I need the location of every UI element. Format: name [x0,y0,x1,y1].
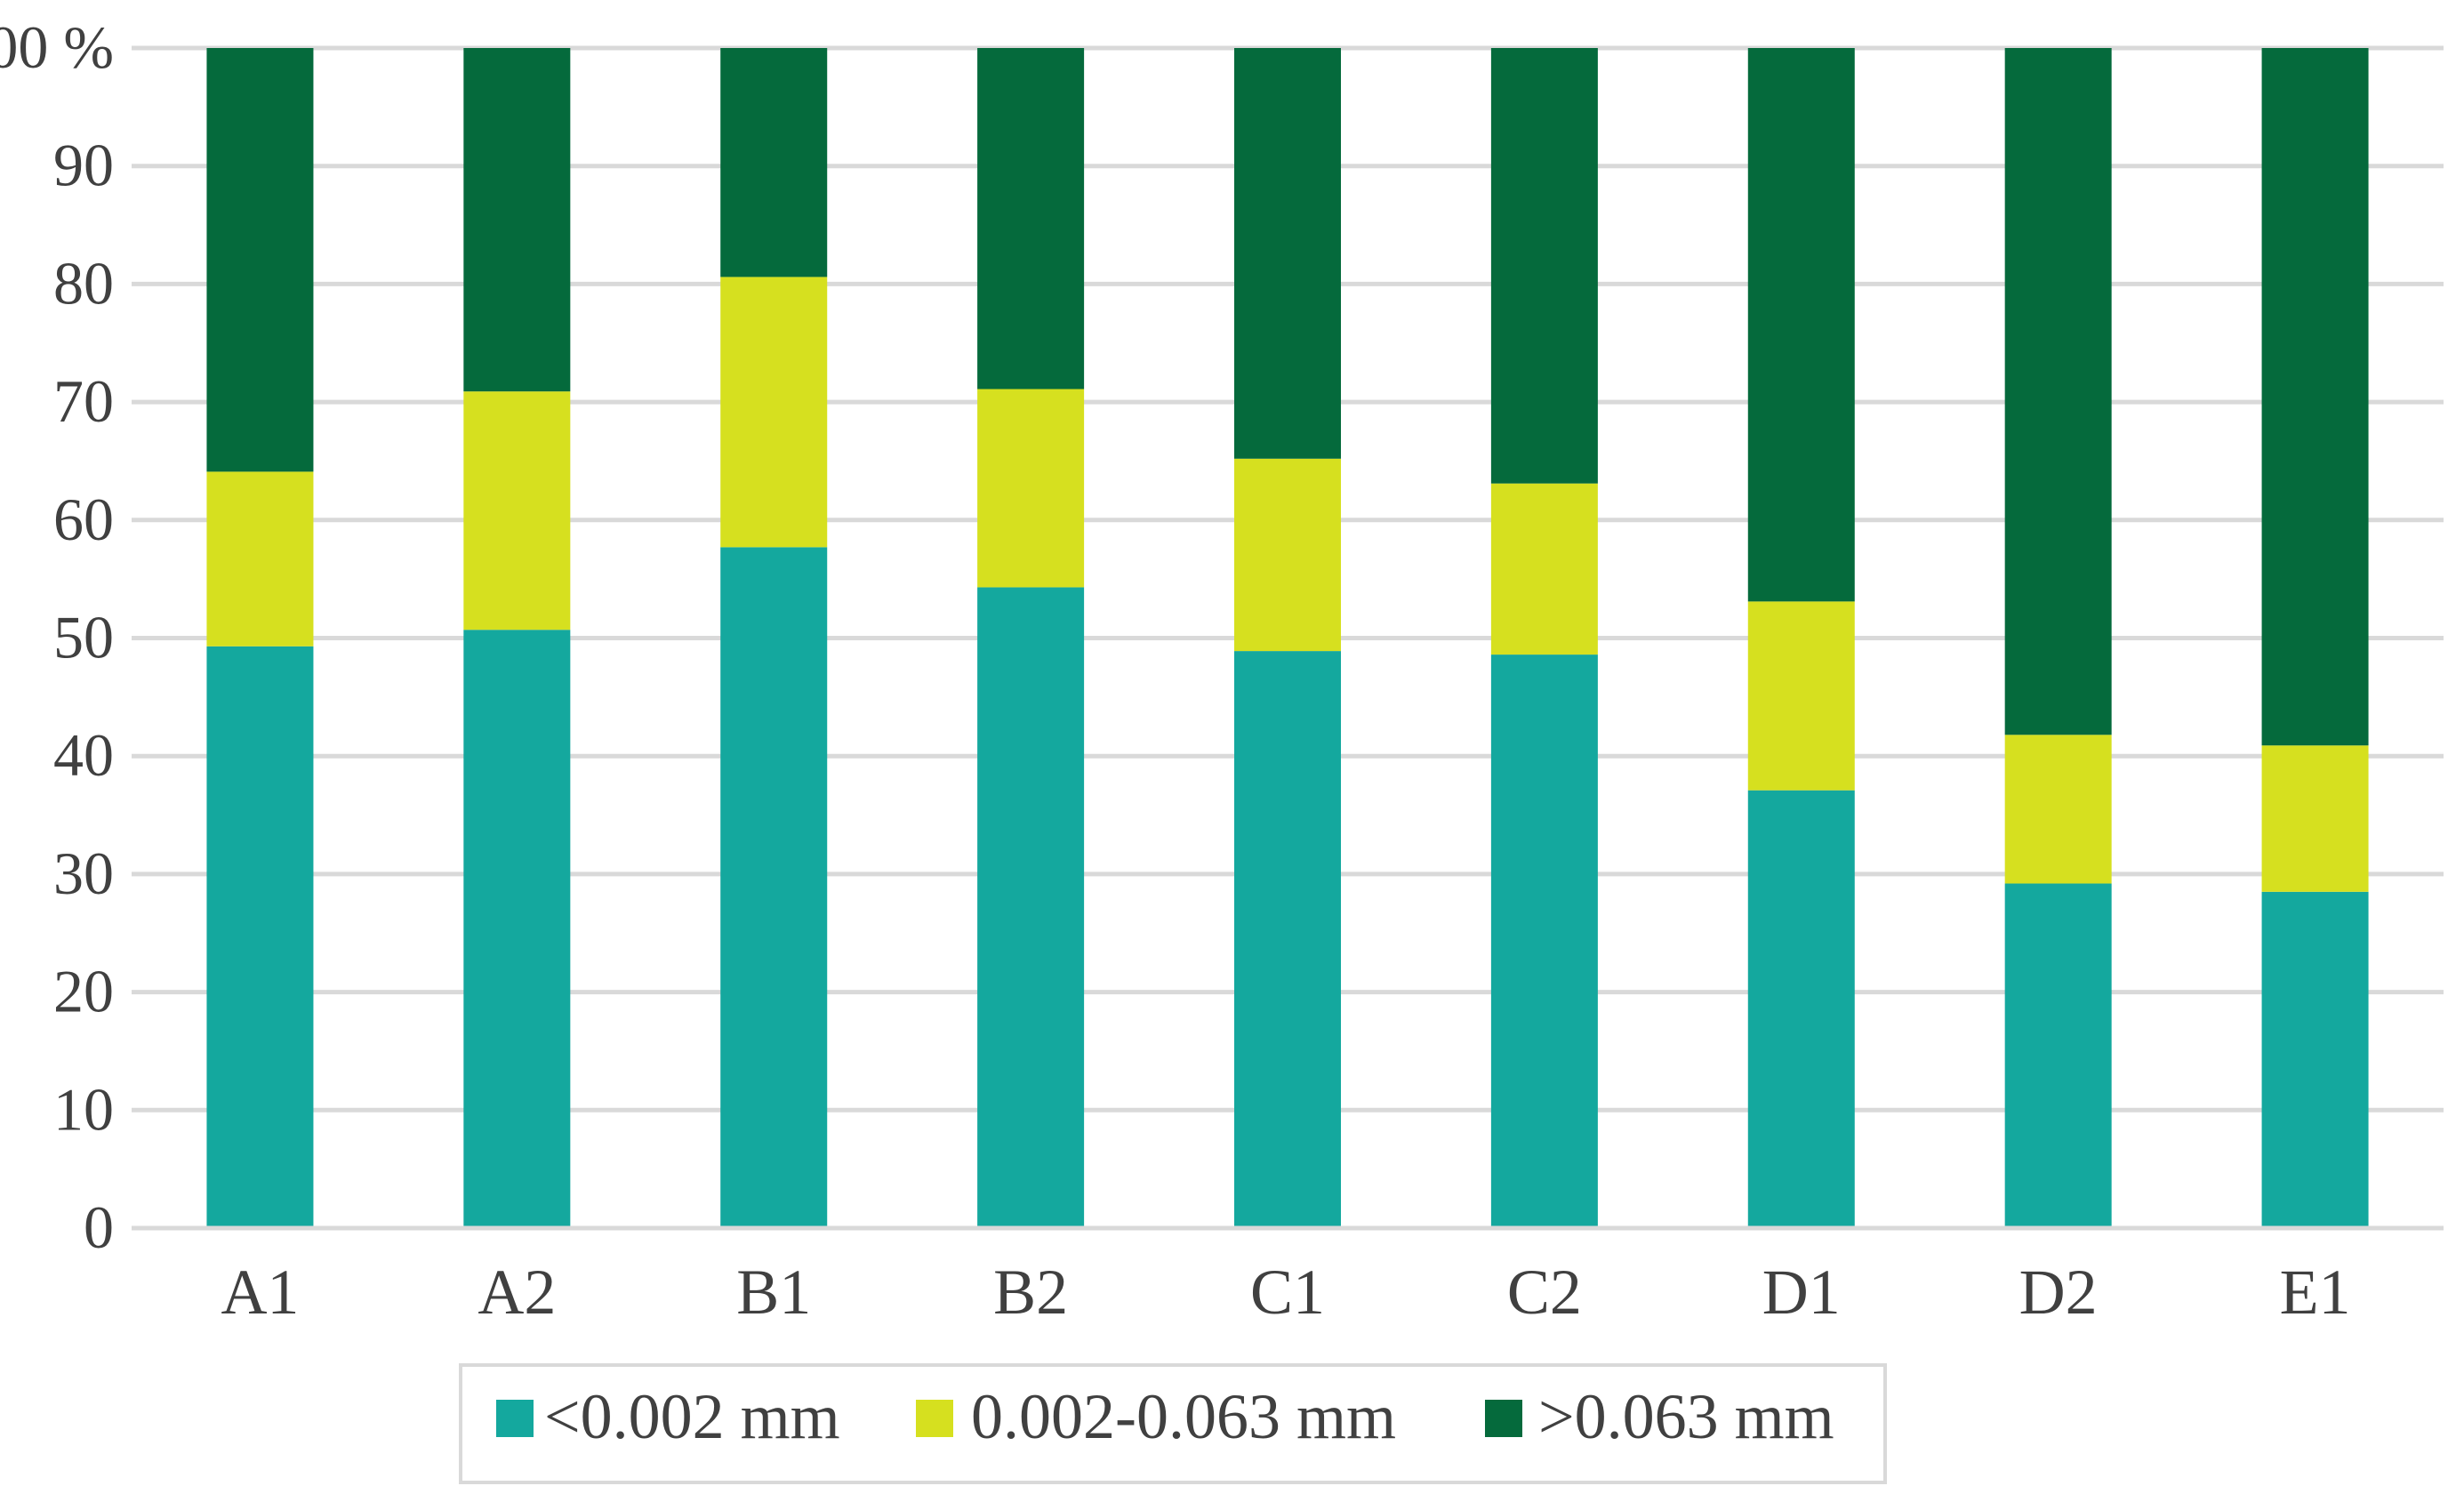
bar-segment-D1-series-2 [1747,601,1855,791]
y-tick-label: 30 [53,839,114,907]
legend-swatch-series-2 [916,1400,953,1437]
y-tick-label: 70 [53,367,114,435]
bar-segment-B1-series-3 [720,48,828,277]
x-tick-label-C2: C2 [1507,1257,1582,1328]
axes: 0 10 20 30 40 50 60 70 80 90 100 % A1 A2 B1 B2 C1 C2 D1 D2… [0,13,2444,1328]
bar-segment-C1-series-3 [1234,48,1341,459]
bar-segment-C1-series-1 [1234,651,1341,1228]
bar-segment-E1-series-2 [2261,745,2369,892]
bar-segment-D2-series-3 [2004,48,2112,735]
bar-segment-C1-series-2 [1234,458,1341,652]
x-tick-label-A2: A2 [478,1257,556,1328]
y-tick-label: 20 [53,958,114,1025]
bar-segment-C2-series-1 [1490,655,1598,1228]
bar-segment-A1-series-3 [206,48,314,472]
y-tick-label: 40 [53,721,114,789]
bar-segment-A2-series-1 [463,630,571,1228]
bar-segment-D1-series-3 [1747,48,1855,602]
bar-segment-E1-series-3 [2261,48,2369,746]
bar-segment-B1-series-1 [720,547,828,1228]
x-tick-label-D1: D1 [1762,1257,1841,1328]
bar-segment-D2-series-2 [2004,735,2112,884]
bar-segment-B2-series-2 [977,389,1085,588]
bar-segment-B2-series-1 [977,587,1085,1228]
x-tick-label-B1: B1 [736,1257,811,1328]
y-tick-label: 0 [84,1193,114,1261]
bar-segment-D2-series-1 [2004,883,2112,1228]
bar-segment-D1-series-1 [1747,790,1855,1228]
bar-segment-C2-series-2 [1490,483,1598,655]
legend-swatch-series-1 [496,1400,534,1437]
bar-segment-B2-series-3 [977,48,1085,390]
y-tick-label: 80 [53,249,114,317]
legend-swatch-series-3 [1485,1400,1522,1437]
bar-segment-E1-series-1 [2261,891,2369,1228]
y-tick-label: 90 [53,132,114,199]
bar-segment-A1-series-2 [206,471,314,647]
legend-label-series-2: 0.002-0.063 mm [971,1381,1396,1452]
y-tick-label: 10 [53,1075,114,1143]
legend: <0.002 mm 0.002-0.063 mm >0.063 mm [459,1363,1887,1484]
x-tick-label-E1: E1 [2280,1257,2351,1328]
y-tick-label: 50 [53,604,114,671]
bar-segment-B1-series-2 [720,277,828,548]
x-tick-label-B2: B2 [993,1257,1068,1328]
x-tick-label-A1: A1 [221,1257,299,1328]
bar-segment-A2-series-2 [463,391,571,631]
x-tick-label-C1: C1 [1250,1257,1325,1328]
y-tick-label: 60 [53,486,114,553]
legend-label-series-1: <0.002 mm [544,1381,840,1452]
bar-segment-C2-series-3 [1490,48,1598,484]
bars [206,48,2369,1228]
bar-segment-A2-series-3 [463,48,571,392]
y-tick-label: 100 % [0,13,114,81]
legend-label-series-3: >0.063 mm [1538,1381,1834,1452]
bar-segment-A1-series-1 [206,646,314,1228]
x-tick-label-D2: D2 [2019,1257,2098,1328]
legend-box [459,1363,1887,1484]
